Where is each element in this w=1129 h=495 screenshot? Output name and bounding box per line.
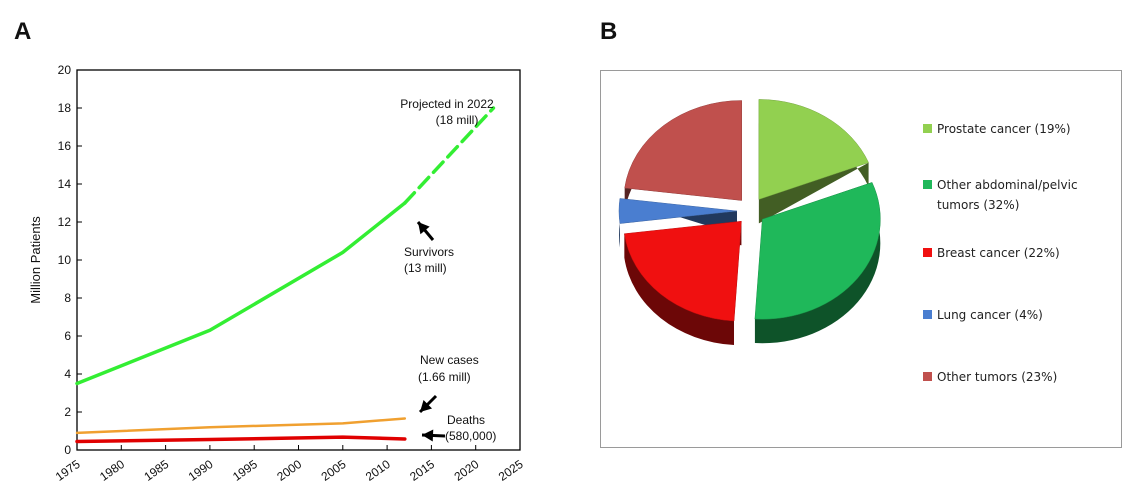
series-line-new-cases — [75, 417, 407, 435]
y-tick-label: 20 — [58, 63, 72, 77]
legend-label: Other abdominal/pelvic — [937, 178, 1078, 192]
annotation-deaths-line1: Deaths — [447, 413, 485, 427]
new-cases-arrow-head — [420, 399, 433, 412]
series-line-projected-in-2022 — [403, 106, 496, 205]
y-tick-label: 14 — [58, 177, 72, 191]
y-tick-label: 12 — [58, 215, 72, 229]
y-tick-label: 8 — [64, 291, 71, 305]
survivors-arrow-head — [418, 222, 430, 235]
x-tick-label: 2010 — [363, 457, 393, 484]
line-chart: 0 2 4 6 8 10 12 14 16 18 20 1975 1980 1985 1990 1995 200… — [28, 63, 526, 484]
pie-slice-4 — [624, 100, 742, 201]
legend-label: Other tumors (23%) — [937, 370, 1057, 384]
annotation-deaths-line2: (580,000) — [445, 429, 496, 443]
x-tick-label: 2005 — [319, 457, 349, 484]
annotation-survivors-line2: (13 mill) — [404, 261, 447, 275]
pie-slice-2 — [624, 220, 742, 322]
panel-b-label: B — [600, 18, 618, 45]
x-tick-label: 1990 — [186, 457, 216, 484]
x-tick-label: 1985 — [141, 457, 171, 484]
annotation-projected-line2: (18 mill) — [436, 113, 479, 127]
x-tick-label: 2000 — [274, 457, 304, 484]
pie-slice-3 — [618, 198, 738, 224]
x-tick-label: 2015 — [407, 457, 437, 484]
y-tick-label: 6 — [64, 329, 71, 343]
annotation-new-cases-line1: New cases — [420, 353, 479, 367]
x-tick-label: 1980 — [97, 457, 127, 484]
legend-swatch — [923, 310, 932, 319]
annotation-survivors-line1: Survivors — [404, 245, 454, 259]
legend-swatch — [923, 180, 932, 189]
annotation-projected-line1: Projected in 2022 — [400, 97, 494, 111]
x-tick-label: 2020 — [452, 457, 482, 484]
legend-swatch — [923, 248, 932, 257]
legend-label: Breast cancer (22%) — [937, 246, 1060, 260]
pie-slice-0 — [758, 99, 869, 200]
x-tick-label: 1995 — [230, 457, 260, 484]
series-line-survivors — [75, 201, 407, 386]
y-tick-label: 4 — [64, 367, 71, 381]
y-tick-label: 0 — [64, 443, 71, 457]
y-tick-label: 16 — [58, 139, 72, 153]
legend-swatch — [923, 124, 932, 133]
x-tick-label: 2025 — [496, 457, 526, 484]
y-tick-label: 2 — [64, 405, 71, 419]
y-tick-label: 10 — [58, 253, 72, 267]
legend-label: Lung cancer (4%) — [937, 308, 1043, 322]
panel-a-label: A — [14, 18, 32, 45]
annotation-new-cases-line2: (1.66 mill) — [418, 370, 471, 384]
plot-frame — [76, 69, 521, 451]
pie-slice-1 — [754, 182, 881, 320]
y-axis-label: Million Patients — [28, 216, 43, 304]
pie-chart: Prostate cancer (19%) Other abdominal/pel… — [618, 99, 1078, 384]
legend-swatch — [923, 372, 932, 381]
series-line-deaths — [75, 435, 407, 444]
legend-label: Prostate cancer (19%) — [937, 122, 1071, 136]
legend-label: tumors (32%) — [937, 198, 1019, 212]
deaths-arrow-head — [422, 429, 434, 442]
x-tick-label: 1975 — [53, 457, 83, 484]
pie-chart-box: Prostate cancer (19%) Other abdominal/pel… — [600, 70, 1122, 448]
y-tick-label: 18 — [58, 101, 72, 115]
